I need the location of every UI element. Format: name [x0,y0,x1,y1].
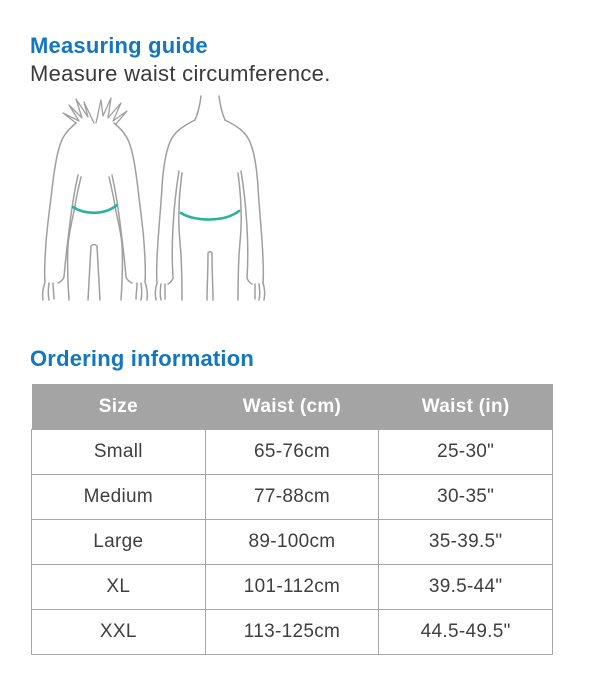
size-table-body: Small 65-76cm 25-30" Medium 77-88cm 30-35" Lar… [31,429,553,655]
table-cell: Large [31,519,206,565]
table-cell: Medium [31,474,206,520]
header-row: Size Waist (cm) Waist (in) [31,384,553,430]
size-chart-header: Size Waist (cm) Waist (in) [31,384,553,430]
size-chart-table: Size Waist (cm) Waist (in) Small 65-76cm 2… [31,384,553,655]
male-waist-line [179,209,241,221]
table-cell: 113-125cm [204,609,380,655]
table-row: Medium 77-88cm 30-35" [31,474,553,520]
table-cell: 25-30" [378,429,553,475]
table-row: Large 89-100cm 35-39.5" [31,519,553,565]
male-figure-outline [154,95,266,301]
waist-measurement-figures-illustration [41,95,266,301]
table-cell: XL [31,564,206,610]
table-cell: 65-76cm [204,429,380,475]
female-hair [62,97,128,125]
measuring-guide-subtitle: Measure waist circumference. [30,61,331,86]
table-row: XL 101-112cm 39.5-44" [31,564,553,610]
table-cell: 101-112cm [204,564,380,610]
female-figure-outline [41,97,149,301]
table-cell: 30-35" [378,474,553,520]
table-cell: 44.5-49.5" [378,609,553,655]
table-cell: 89-100cm [204,519,380,565]
header-size: Size [31,384,206,430]
header-waist-cm: Waist (cm) [205,384,379,430]
table-cell: 39.5-44" [378,564,553,610]
header-waist-in: Waist (in) [378,384,553,430]
ordering-information-title: Ordering information [30,346,254,371]
table-cell: 77-88cm [204,474,380,520]
measuring-guide-title: Measuring guide [30,33,208,58]
table-cell: XXL [31,609,206,655]
female-waist-line [71,203,119,215]
table-cell: Small [31,429,206,475]
table-row: Small 65-76cm 25-30" [31,429,553,475]
table-row: XXL 113-125cm 44.5-49.5" [31,609,553,655]
table-cell: 35-39.5" [378,519,553,565]
